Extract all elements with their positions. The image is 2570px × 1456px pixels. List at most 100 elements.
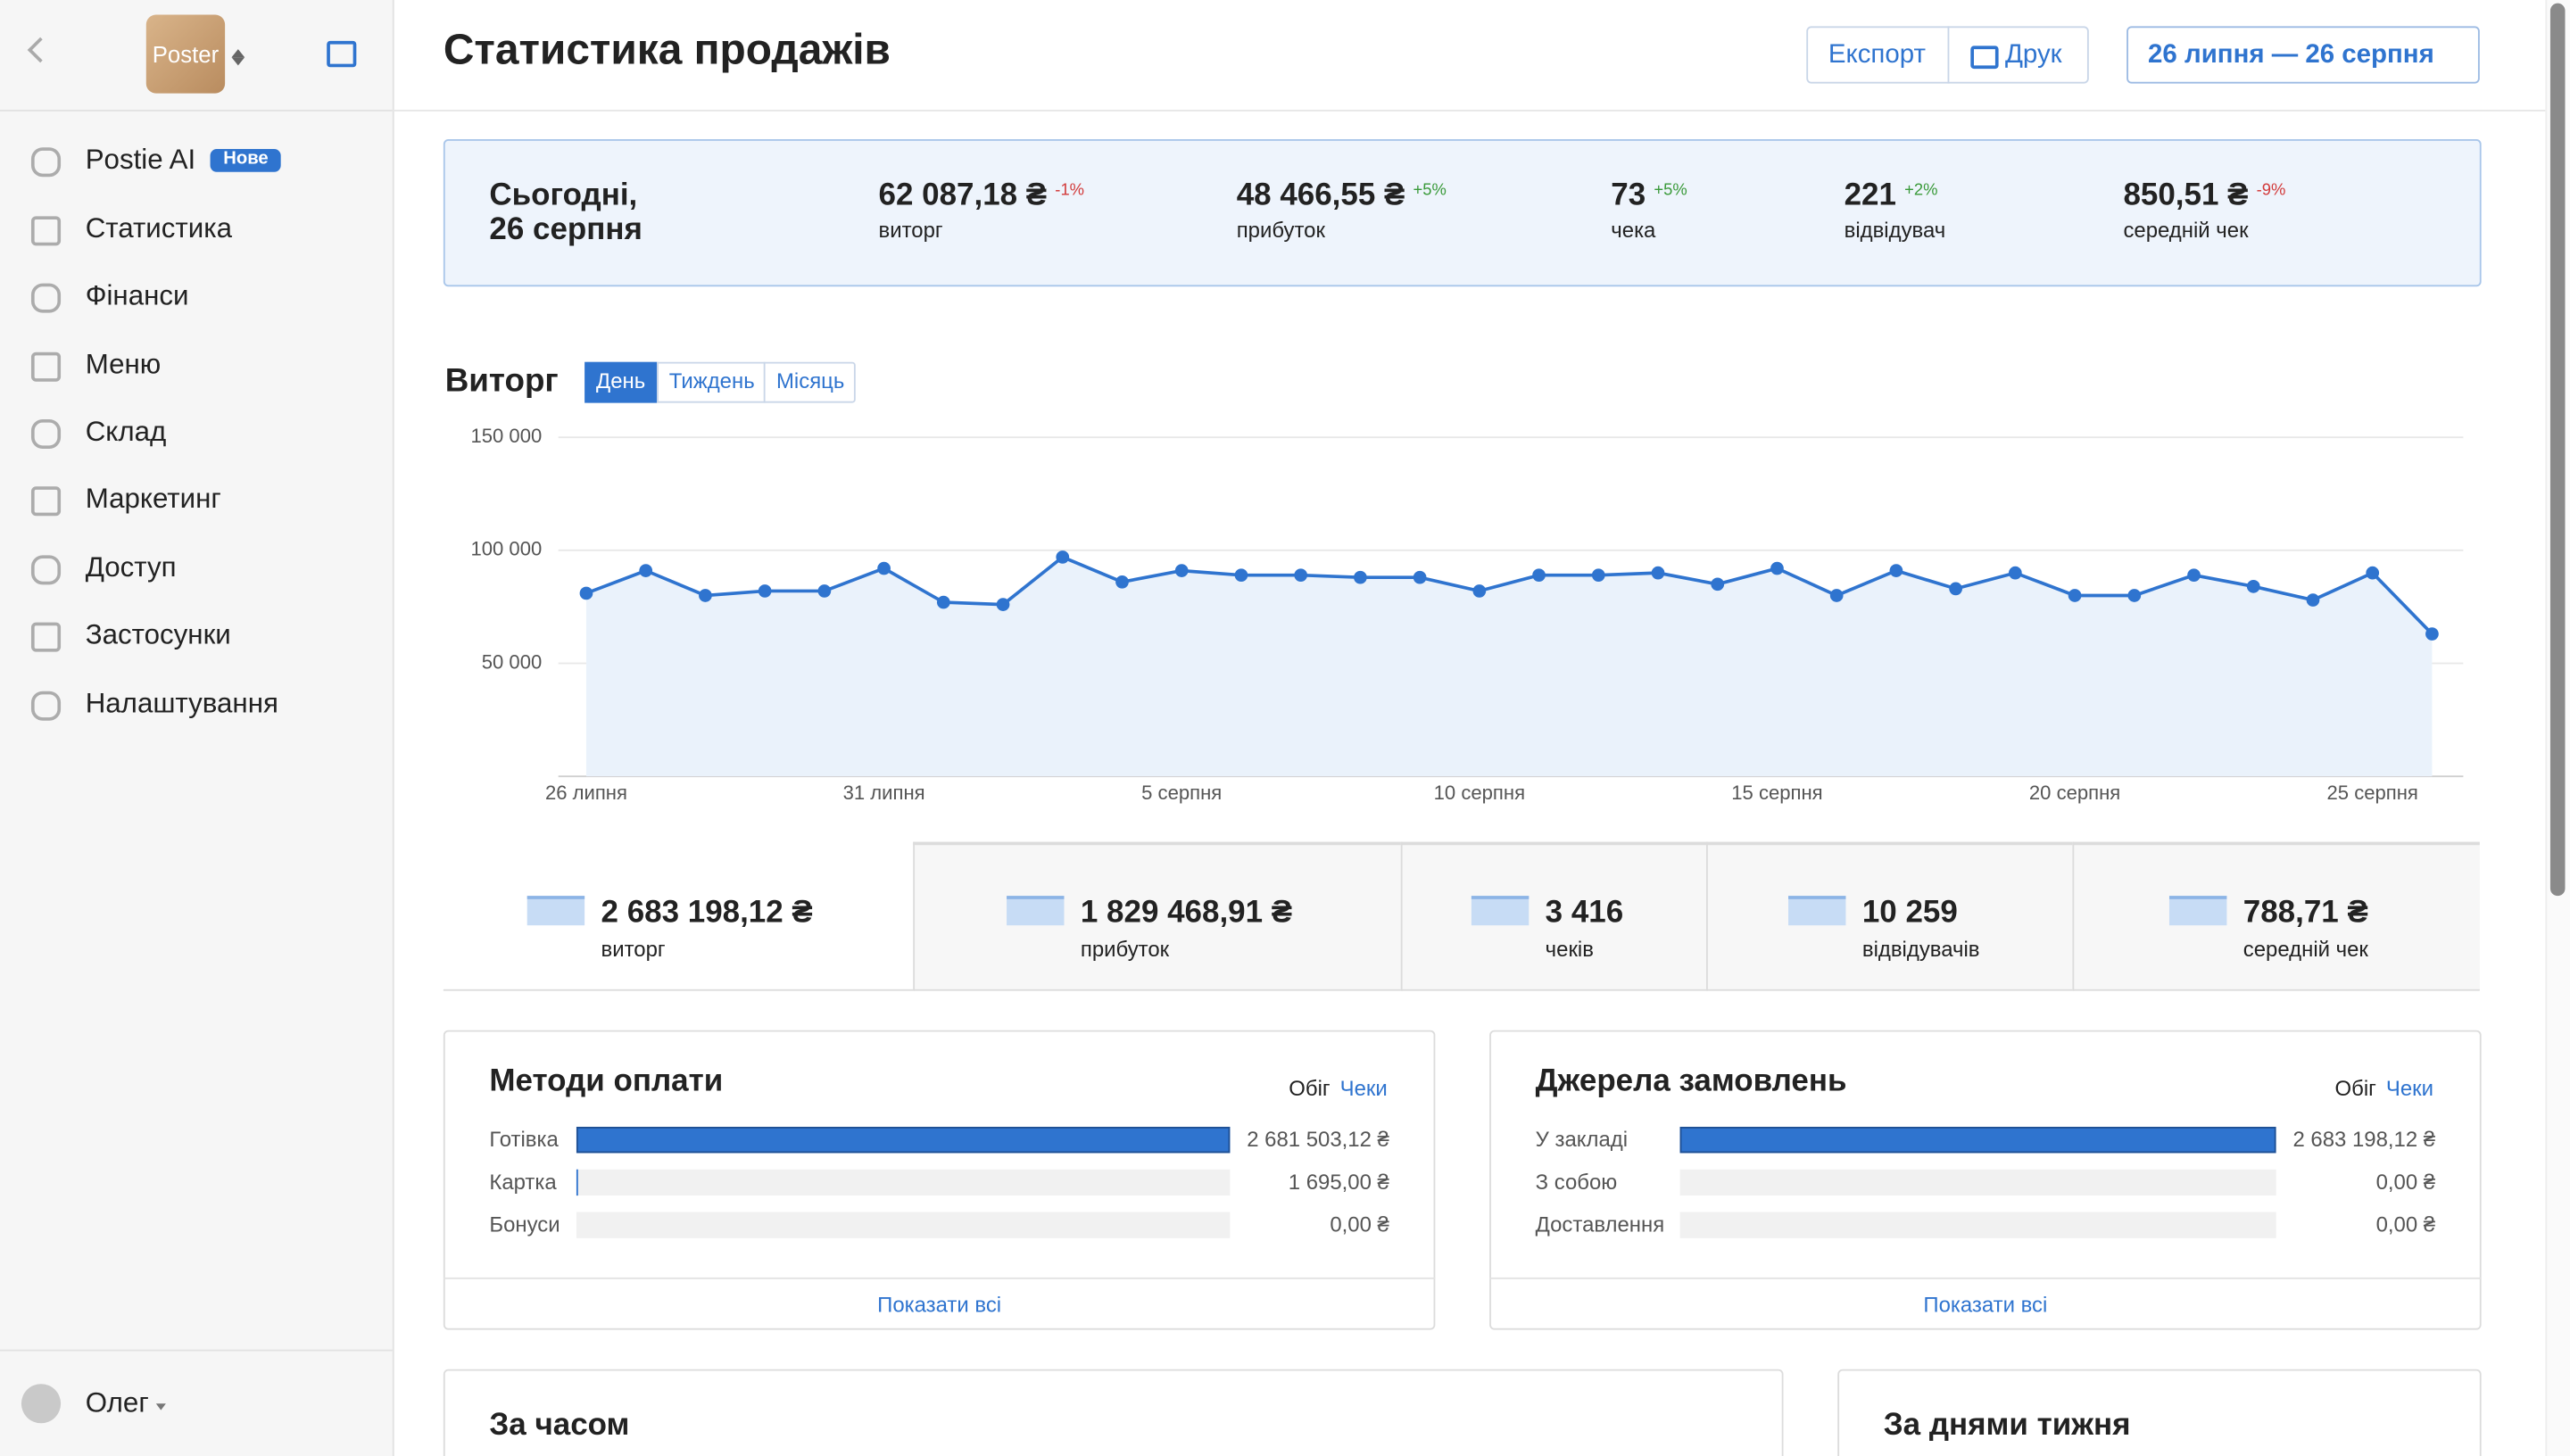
total-cell[interactable] (1400, 841, 1707, 991)
print-button[interactable]: Друк (2004, 41, 2062, 70)
point (2008, 566, 2022, 580)
logo[interactable]: Poster (145, 14, 226, 94)
store-icon[interactable] (327, 40, 357, 68)
row-label: Картка (489, 1170, 557, 1195)
total-value: 1 829 468,91 ₴ (1080, 895, 1293, 930)
point (1056, 550, 1070, 564)
user-name[interactable]: Олег (85, 1386, 149, 1419)
row-value: 0,00 ₴ (2375, 1170, 2436, 1195)
point (1174, 564, 1189, 577)
total-cell[interactable] (1706, 841, 2073, 991)
menu-icon (30, 418, 62, 450)
menu-item[interactable]: Статистика (85, 212, 233, 244)
row-label: Доставлення (1535, 1212, 1665, 1237)
chart-title: Виторг (444, 363, 559, 400)
total-cell[interactable] (443, 841, 914, 991)
total-value: 788,71 ₴ (2243, 895, 2368, 930)
menu-item[interactable]: Доступ (85, 551, 177, 583)
today-value: 850,51 ₴ (2123, 178, 2249, 212)
menu-icon (30, 555, 62, 585)
toggle-link[interactable]: Чеки (2385, 1076, 2433, 1101)
today-value: 62 087,18 ₴ (878, 178, 1048, 212)
point (758, 584, 772, 598)
date-picker[interactable] (2126, 26, 2480, 84)
period-tab[interactable]: День (584, 361, 658, 403)
period-tab[interactable]: Місяць (763, 361, 856, 403)
point (699, 589, 712, 602)
point (817, 584, 832, 598)
section-title: За часом (489, 1408, 630, 1443)
sidebar (0, 0, 394, 1456)
logo-text: Poster (152, 40, 220, 67)
menu-item[interactable]: Налаштування (85, 687, 278, 719)
point (1234, 568, 1248, 583)
menu-item[interactable]: Postie AI (85, 144, 196, 176)
today-value: 221 (1844, 178, 1896, 212)
row-label: У закладі (1535, 1127, 1629, 1152)
show-all[interactable]: Показати всі (877, 1292, 1002, 1318)
menu-item[interactable]: Застосунки (85, 618, 231, 650)
period-tab-label: День (596, 368, 646, 393)
y-tick-label: 100 000 (470, 538, 542, 560)
mini-sparkline (1471, 896, 1530, 926)
export-button[interactable]: Експорт (1828, 41, 1926, 70)
point (639, 564, 653, 577)
row-value: 2 681 503,12 ₴ (1247, 1127, 1389, 1152)
avatar[interactable] (21, 1384, 62, 1424)
toggle-link[interactable]: Чеки (1339, 1076, 1388, 1101)
row-label: Бонуси (489, 1212, 560, 1237)
show-all[interactable]: Показати всі (1923, 1292, 2048, 1318)
total-label: чеків (1545, 937, 1594, 962)
mini-sparkline (1788, 896, 1846, 926)
menu-icon (30, 691, 62, 721)
today-title: Сьогодні, (489, 178, 638, 212)
total-cell[interactable] (2072, 841, 2480, 991)
x-tick-label: 31 липня (843, 782, 925, 804)
user-caret (155, 1403, 166, 1415)
row-value: 0,00 ₴ (2375, 1212, 2436, 1237)
row-value: 0,00 ₴ (1330, 1212, 1389, 1237)
x-tick-label: 26 липня (545, 782, 627, 804)
period-tab[interactable]: Тиждень (657, 361, 765, 403)
point (579, 586, 593, 600)
today-label: виторг (878, 218, 943, 244)
x-tick-label: 25 серпня (2327, 782, 2418, 804)
today-title: 26 серпня (489, 211, 642, 247)
user-border (0, 1349, 393, 1352)
point (2306, 593, 2320, 607)
bar-track (1679, 1169, 2276, 1196)
x-tick-label: 15 серпня (1731, 782, 1822, 804)
total-label: відвідувачів (1861, 937, 1980, 962)
bar-track (576, 1212, 1231, 1238)
point (1591, 568, 1605, 583)
toggle-active: Обіг (1289, 1076, 1331, 1101)
badge: Нове (210, 149, 282, 172)
today-change: -1% (1055, 181, 1085, 200)
button-divider (1947, 26, 1950, 84)
point (1889, 564, 1903, 577)
bar (1679, 1127, 2276, 1154)
bar-track (1679, 1212, 2276, 1238)
toggle-active: Обіг (2334, 1076, 2376, 1101)
scrollbar-thumb[interactable] (2549, 3, 2566, 897)
menu-icon (30, 147, 62, 178)
menu-icon (30, 486, 62, 517)
row-label: З собою (1535, 1170, 1618, 1195)
y-tick-label: 150 000 (470, 425, 542, 447)
point (1949, 582, 1962, 596)
x-tick-label: 5 серпня (1141, 782, 1222, 804)
menu-item[interactable]: Маркетинг (85, 483, 221, 515)
card-title: Методи оплати (489, 1063, 724, 1099)
point (1472, 584, 1487, 598)
menu-item[interactable]: Склад (85, 415, 167, 447)
menu-item[interactable]: Фінанси (85, 279, 189, 311)
card (1489, 1030, 2482, 1330)
line (585, 555, 2433, 635)
point (1532, 568, 1546, 583)
total-cell[interactable] (913, 841, 1401, 991)
today-change: -9% (2256, 181, 2286, 200)
menu-item[interactable]: Меню (85, 348, 162, 380)
date-range[interactable]: 26 липня — 26 серпня (2148, 41, 2434, 70)
point (2187, 568, 2201, 583)
